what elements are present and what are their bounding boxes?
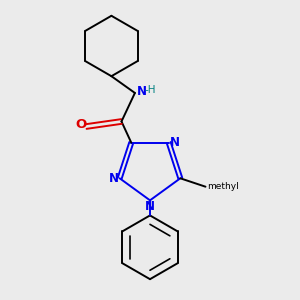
Text: N: N: [109, 172, 118, 185]
Text: N: N: [145, 200, 155, 213]
Text: methyl: methyl: [207, 182, 239, 191]
Text: O: O: [75, 118, 86, 131]
Text: -H: -H: [144, 85, 156, 95]
Text: N: N: [170, 136, 180, 149]
Text: N: N: [136, 85, 147, 98]
